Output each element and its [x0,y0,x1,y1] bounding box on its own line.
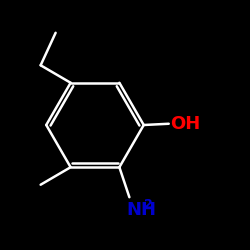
Text: OH: OH [170,115,200,133]
Text: NH: NH [127,201,157,219]
Text: 2: 2 [144,198,153,211]
